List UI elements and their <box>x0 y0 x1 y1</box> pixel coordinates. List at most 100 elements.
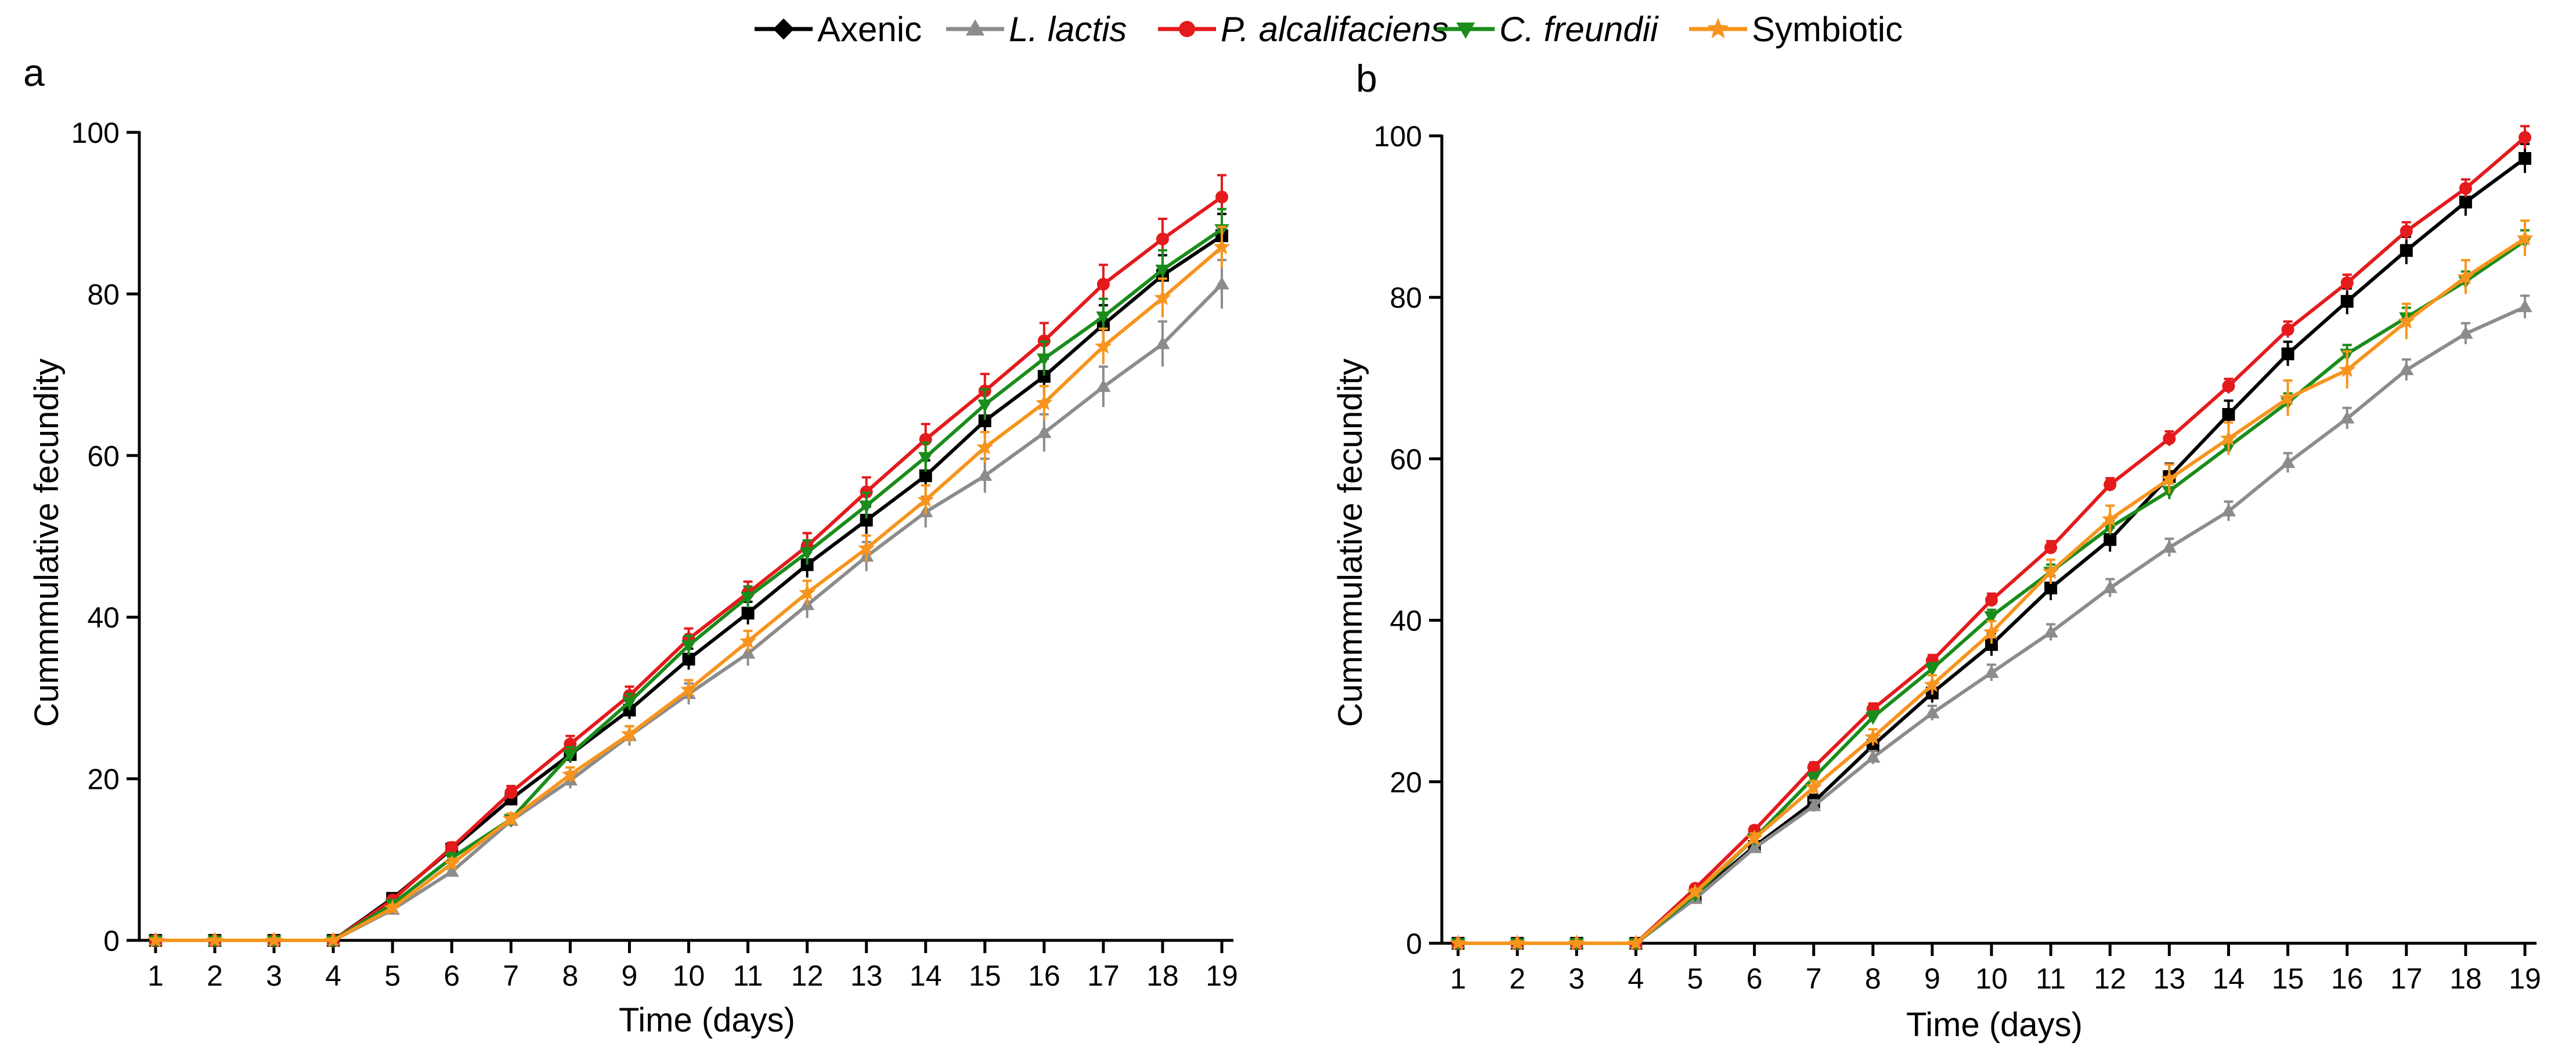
panel-b-x-tick-label: 9 <box>1924 962 1940 995</box>
legend-label-symbiotic: Symbiotic <box>1752 10 1903 49</box>
panel-b-point-p-alcalifaciens <box>2400 225 2413 238</box>
panel-b-y-tick-label: 60 <box>1390 443 1422 475</box>
panel-b-x-tick-label: 12 <box>2094 962 2126 995</box>
panel-b-x-tick-label: 18 <box>2449 962 2482 995</box>
panel-b-point-l-lactis <box>2517 299 2532 312</box>
panel-a-point-c-freundii <box>1037 353 1052 366</box>
panel-b-y-tick-label: 20 <box>1390 766 1422 799</box>
panel-b-line-p-alcalifaciens <box>1458 136 2526 945</box>
panel-a-line-c-freundii <box>156 228 1223 942</box>
panel-a-ylabel: Cummmulative fecundity <box>28 359 66 727</box>
panel-a-point-symbiotic <box>206 931 223 948</box>
panel-a-point-symbiotic <box>443 854 460 871</box>
panel-a-x-tick-label: 6 <box>443 960 460 992</box>
panel-b-point-symbiotic <box>2339 361 2356 377</box>
panel-b-point-l-lactis <box>2458 326 2473 339</box>
panel-b-point-symbiotic <box>1864 728 1882 745</box>
panel-b-point-symbiotic <box>2160 470 2178 486</box>
panel-b-point-p-alcalifaciens <box>1807 760 1820 774</box>
panel-a-x-tick-label: 1 <box>147 960 164 992</box>
panel-a-series-l-lactis <box>148 258 1229 946</box>
panel-b-point-axenic <box>2400 244 2413 257</box>
panel-a-point-l-lactis <box>444 864 459 877</box>
panel-b-x-tick-label: 16 <box>2331 962 2364 995</box>
panel-a-point-symbiotic <box>917 491 935 507</box>
panel-a-y-tick-label: 0 <box>103 925 120 957</box>
panel-b-point-axenic <box>2459 196 2472 209</box>
panel-a-y-tick-label: 60 <box>87 440 120 473</box>
panel-a-point-l-lactis <box>1096 379 1111 392</box>
panel-b-point-l-lactis <box>2162 540 2177 553</box>
panel-b-point-l-lactis <box>1925 705 1940 719</box>
panel-b-point-symbiotic <box>1686 883 1704 900</box>
panel-b-point-p-alcalifaciens <box>2044 541 2058 554</box>
panel-b-point-axenic <box>2222 407 2235 421</box>
legend-marker-symbiotic <box>1707 17 1729 38</box>
panel-a-letter: a <box>23 51 45 94</box>
panel-b-x-tick-label: 8 <box>1865 962 1881 995</box>
panel-a-x-tick-label: 4 <box>325 960 341 992</box>
panel-a-point-c-freundii <box>918 452 933 465</box>
panel-b-point-l-lactis <box>2043 625 2058 638</box>
panel-a-series-axenic <box>149 212 1228 947</box>
panel-a-point-symbiotic <box>502 810 519 827</box>
panel-a-x-tick-label: 3 <box>266 960 282 992</box>
legend-label-c-freundii: C. freundii <box>1499 10 1659 49</box>
panel-a-x-tick-label: 2 <box>207 960 223 992</box>
panel-a-x-tick-label: 13 <box>850 960 883 992</box>
panel-b-point-l-lactis <box>1747 840 1762 853</box>
panel-b-point-l-lactis <box>2399 362 2414 376</box>
panel-a-point-axenic <box>682 652 695 666</box>
panel-b-point-axenic <box>1985 638 1998 651</box>
panel-b-point-symbiotic <box>1449 934 1467 951</box>
panel-b-x-tick-label: 2 <box>1509 962 1525 995</box>
panel-b-y-tick-label: 40 <box>1390 605 1422 637</box>
panel-a-point-c-freundii <box>1096 311 1111 324</box>
panel-a-point-axenic <box>1037 370 1051 383</box>
panel-a-point-symbiotic <box>1154 289 1171 305</box>
panel-b-point-symbiotic <box>1924 676 1941 692</box>
panel-b-point-l-lactis <box>2280 455 2296 468</box>
panel-a-point-p-alcalifaciens <box>1215 190 1228 204</box>
panel-b-point-c-freundii <box>1866 712 1881 725</box>
panel-b-y-tick-label: 0 <box>1406 928 1422 960</box>
panel-b-xlabel: Time (days) <box>1906 1006 2083 1044</box>
panel-a-point-symbiotic <box>384 899 401 915</box>
panel-b-x-tick-label: 17 <box>2390 962 2423 995</box>
panel-b-x-tick-label: 1 <box>1450 962 1466 995</box>
legend-label-axenic: Axenic <box>817 10 922 49</box>
panel-a-point-p-alcalifaciens <box>504 786 518 799</box>
panel-b-point-symbiotic <box>2042 562 2059 579</box>
panel-b-x-tick-label: 10 <box>1975 962 2008 995</box>
panel-b-point-p-alcalifaciens <box>2222 380 2235 393</box>
panel-a-point-c-freundii <box>740 591 756 605</box>
panel-a-x-tick-label: 5 <box>384 960 401 992</box>
panel-b-ylabel: Cummmulative fecundity <box>1332 359 1369 727</box>
panel-a-x-tick-label: 18 <box>1146 960 1179 992</box>
panel-a-point-c-freundii <box>622 697 637 710</box>
panel-a-point-l-lactis <box>740 645 756 659</box>
panel-b-x-tick-label: 15 <box>2272 962 2304 995</box>
panel-b-point-symbiotic <box>2279 389 2297 406</box>
panel-b-point-c-freundii <box>1984 611 1999 624</box>
panel-b-point-p-alcalifaciens <box>2163 432 2176 445</box>
panel-b-point-symbiotic <box>2220 430 2238 446</box>
panel-a-x-tick-label: 11 <box>733 960 763 992</box>
legend: Axenic L. lactis P. alcalifaciens C. freund… <box>755 10 1903 49</box>
panel-b-line-axenic <box>1458 157 2526 945</box>
panel-a-line-p-alcalifaciens <box>156 195 1223 942</box>
panel-b-line-c-freundii <box>1458 239 2526 945</box>
panel-a-x-tick-label: 7 <box>503 960 519 992</box>
panel-a-point-c-freundii <box>977 399 993 413</box>
panel-b-point-l-lactis <box>1806 798 1821 811</box>
panel-b-point-p-alcalifaciens <box>2519 131 2531 144</box>
panel-a-x-tick-label: 15 <box>969 960 1001 992</box>
panel-b-x-tick-label: 19 <box>2509 962 2541 995</box>
panel-a-point-symbiotic <box>147 931 164 948</box>
legend-marker-l-lactis <box>965 19 985 36</box>
panel-b-x-tick-label: 14 <box>2213 962 2245 995</box>
panel-a-x-tick-label: 9 <box>622 960 638 992</box>
panel-b-point-symbiotic <box>1805 778 1823 795</box>
